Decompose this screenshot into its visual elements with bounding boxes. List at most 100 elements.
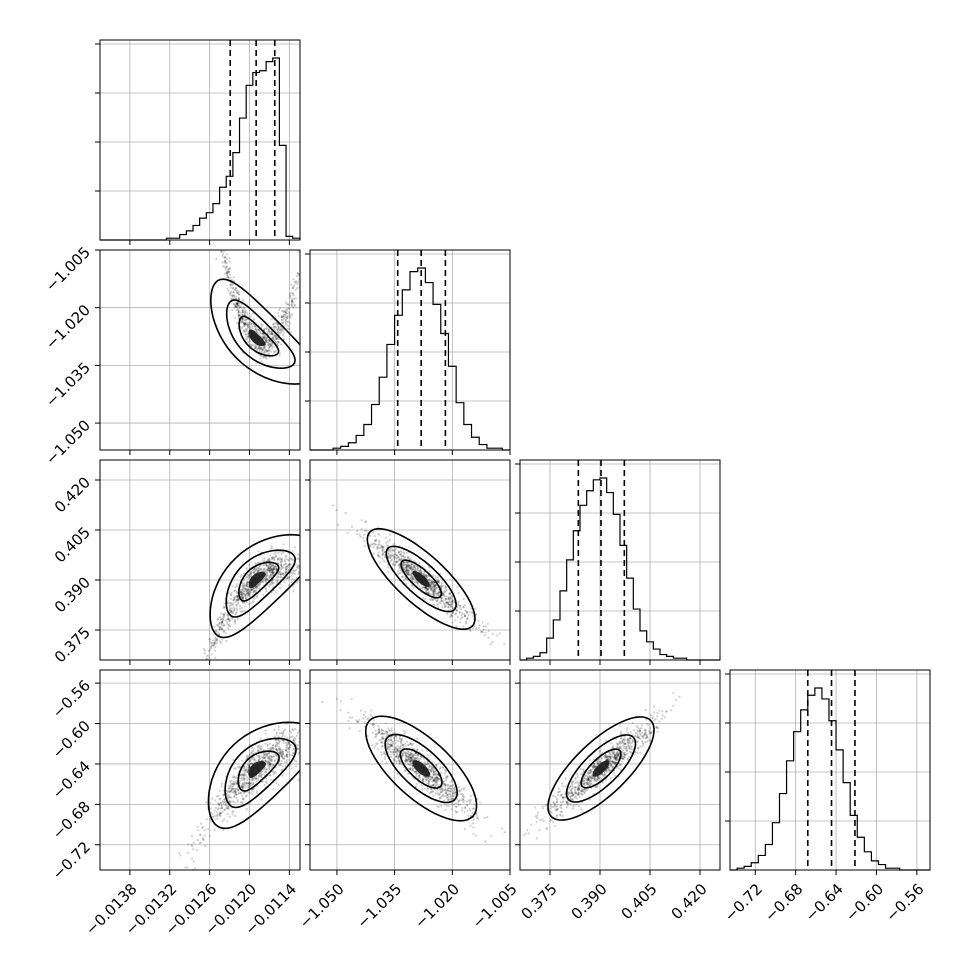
- sample-point: [398, 562, 401, 566]
- sample-point: [379, 741, 382, 744]
- sample-point: [374, 733, 377, 736]
- sample-point: [236, 309, 240, 312]
- sample-point: [271, 771, 274, 774]
- sample-point: [435, 780, 438, 783]
- sample-point: [269, 568, 272, 571]
- sample-point: [402, 729, 406, 732]
- sample-point: [384, 730, 387, 733]
- sample-point: [282, 756, 285, 759]
- sample-point: [270, 755, 273, 759]
- sample-point: [413, 748, 416, 751]
- sample-point: [446, 793, 449, 797]
- sample-point: [268, 566, 271, 569]
- sample-point: [433, 588, 437, 591]
- sample-point: [400, 737, 404, 740]
- sample-point: [616, 758, 619, 761]
- sample-point: [403, 563, 406, 567]
- sample-point: [260, 323, 263, 326]
- sample-point: [405, 759, 408, 762]
- sample-point: [425, 778, 428, 781]
- sample-point: [232, 599, 235, 602]
- sample-point: [444, 769, 447, 772]
- sample-point: [282, 731, 285, 734]
- sample-point: [408, 767, 411, 770]
- sample-point: [381, 549, 384, 553]
- sample-point: [386, 730, 389, 734]
- sample-point: [451, 599, 454, 602]
- sample-point: [407, 565, 410, 568]
- sample-point: [437, 591, 440, 594]
- sample-point: [249, 572, 253, 575]
- sample-point: [437, 580, 440, 583]
- sample-point: [261, 323, 264, 326]
- sample-point: [416, 749, 419, 752]
- sample-point: [431, 592, 435, 595]
- sample-point: [440, 597, 443, 600]
- sample-point: [241, 773, 244, 777]
- sample-point: [287, 559, 290, 562]
- sample-point: [223, 605, 226, 608]
- sample-point: [437, 594, 441, 597]
- sample-point: [277, 783, 280, 787]
- sample-point: [268, 585, 271, 588]
- sample-point: [646, 735, 649, 739]
- sample-point: [287, 307, 290, 310]
- sample-point: [231, 584, 234, 587]
- sample-point: [445, 589, 448, 593]
- sample-point: [256, 744, 259, 748]
- sample-point: [248, 759, 252, 762]
- sample-point: [253, 343, 256, 346]
- sample-point: [263, 345, 266, 349]
- sample-point: [249, 574, 252, 577]
- sample-point: [252, 568, 256, 571]
- sample-point: [264, 571, 267, 574]
- sample-point: [245, 327, 248, 331]
- sample-point: [282, 331, 285, 334]
- sample-point: [416, 568, 419, 571]
- sample-point: [380, 545, 383, 548]
- sample-point: [249, 571, 253, 574]
- sample-point: [430, 580, 433, 584]
- sample-point: [232, 291, 236, 294]
- sample-point: [225, 273, 229, 276]
- sample-point: [230, 610, 233, 614]
- sample-point: [391, 745, 394, 748]
- sample-point: [234, 305, 237, 308]
- sample-point: [428, 598, 431, 601]
- sample-point: [282, 742, 286, 745]
- sample-point: [634, 751, 637, 754]
- sample-point: [246, 321, 249, 324]
- sample-point: [610, 764, 613, 767]
- sample-point: [226, 805, 230, 808]
- sample-point: [452, 612, 455, 615]
- contour-level: [366, 528, 476, 630]
- sample-point: [291, 578, 294, 581]
- sample-point: [252, 569, 255, 572]
- sample-point: [231, 810, 234, 813]
- sample-point: [389, 745, 392, 748]
- sample-point: [430, 588, 433, 592]
- contour-level: [412, 571, 430, 587]
- sample-point: [213, 649, 217, 652]
- sample-point: [267, 752, 271, 755]
- sample-point: [583, 788, 586, 791]
- sample-point: [374, 539, 377, 543]
- sample-point: [364, 520, 367, 523]
- sample-point: [229, 593, 233, 596]
- sample-point: [235, 776, 239, 779]
- sample-point: [256, 583, 259, 587]
- sample-point: [285, 311, 288, 314]
- sample-point: [462, 794, 465, 797]
- sample-point: [423, 586, 426, 589]
- sample-point: [626, 739, 629, 742]
- sample-point: [271, 564, 274, 567]
- sample-point: [201, 827, 204, 830]
- sample-point: [251, 778, 254, 781]
- sample-point: [269, 762, 272, 766]
- sample-point: [258, 345, 261, 348]
- sample-point: [229, 789, 232, 793]
- sample-point: [416, 757, 419, 760]
- sample-point: [407, 763, 411, 766]
- sample-point: [242, 782, 245, 785]
- axis-frame: [99, 459, 301, 661]
